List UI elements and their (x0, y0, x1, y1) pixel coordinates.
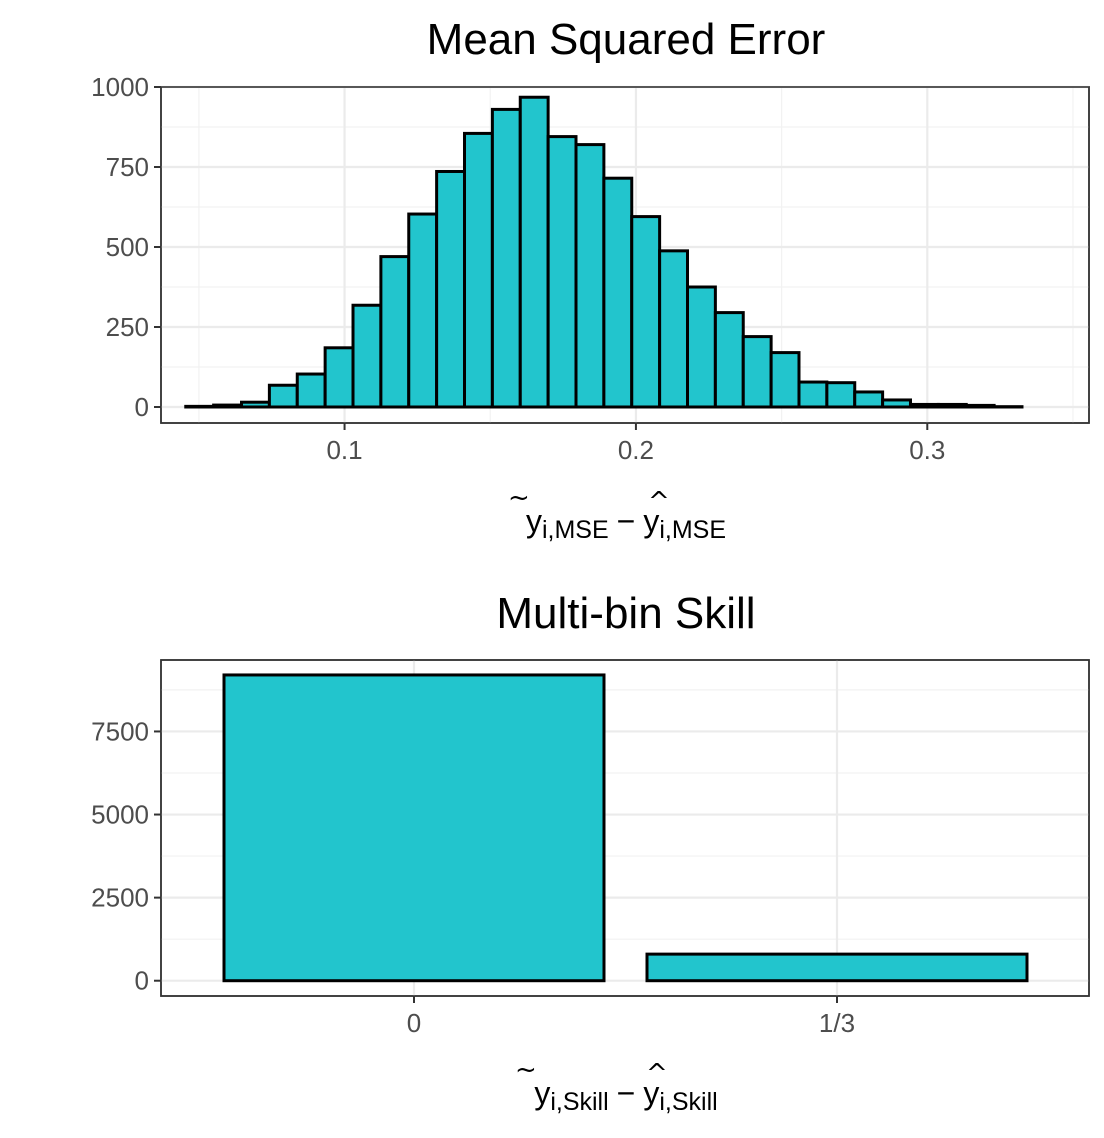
mse-bar (435, 169, 467, 409)
skill-plot-border (160, 659, 1090, 997)
y-tick-label: 2500 (91, 883, 149, 913)
mse-bar (490, 107, 522, 409)
mse-bar (685, 285, 717, 409)
x-tick-label: 0.1 (326, 435, 362, 465)
mse-bars (184, 95, 1024, 409)
skill-x-axis: 0 1/3 (407, 996, 855, 1038)
mse-bar (351, 303, 383, 409)
skill-xlabel-sub2: i,Skill (659, 1088, 717, 1116)
mse-bar (964, 403, 996, 409)
skill-chart-title: Multi-bin Skill (496, 589, 755, 638)
mse-bar (769, 351, 801, 409)
mse-xlabel-op: − (617, 503, 636, 539)
mse-bar (574, 143, 606, 409)
mse-y-axis: 0 250 500 750 1000 (91, 72, 161, 422)
mse-bar (379, 255, 411, 409)
svg-text:yi,MSE−yi,MSE: yi,MSE − yi,MSE (526, 503, 726, 544)
mse-bar (602, 176, 634, 409)
x-tick-label: 1/3 (819, 1008, 855, 1038)
mse-bar (825, 381, 857, 409)
skill-y-axis: 0 2500 5000 7500 (91, 716, 161, 996)
mse-bar (546, 135, 578, 409)
y-tick-label: 750 (106, 152, 149, 182)
y-tick-label: 500 (106, 232, 149, 262)
mse-x-axis: 0.1 0.2 0.3 (326, 423, 945, 465)
hat-accent: ^ (646, 1059, 668, 1089)
y-tick-label: 1000 (91, 72, 149, 102)
mse-bar (630, 215, 662, 409)
mse-bar (184, 404, 216, 409)
mse-bar (713, 311, 745, 409)
mse-bar (518, 95, 550, 409)
x-tick-label: 0.3 (909, 435, 945, 465)
tilde-accent: ~ (515, 1055, 537, 1085)
skill-xlabel-term2: y (643, 1075, 659, 1111)
mse-xlabel-term1: y (526, 503, 542, 539)
y-tick-label: 7500 (91, 716, 149, 746)
mse-bar (295, 372, 327, 409)
mse-bar (407, 212, 439, 409)
y-tick-label: 0 (135, 966, 149, 996)
mse-bar (936, 402, 968, 409)
mse-x-axis-label: yi,MSE − yi,MSE ~ ^ (508, 483, 726, 544)
mse-bar (323, 346, 355, 409)
skill-bar (222, 673, 606, 983)
skill-xlabel-term1: y (534, 1075, 550, 1111)
mse-bar (908, 402, 940, 409)
mse-bar (741, 335, 773, 409)
mse-bar (267, 383, 299, 409)
mse-bar (797, 380, 829, 409)
mse-bar (658, 249, 689, 409)
skill-xlabel-sub1: i,Skill (550, 1088, 608, 1116)
mse-bar (463, 131, 494, 409)
mse-xlabel-term2: y (643, 503, 659, 539)
mse-bar (853, 390, 885, 409)
mse-bar (881, 398, 912, 409)
y-tick-label: 0 (135, 392, 149, 422)
mse-bar (212, 403, 244, 409)
y-tick-label: 250 (106, 312, 149, 342)
mse-xlabel-sub2: i,MSE (659, 516, 726, 544)
skill-bars (222, 673, 1029, 983)
mse-bar (240, 400, 271, 409)
svg-text:yi,Skill−yi,Skill: yi,Skill − yi,Skill (534, 1075, 717, 1116)
mse-histogram-panel: Mean Squared Error 0 250 500 750 1000 0.1 0.2… (91, 15, 1090, 544)
skill-x-axis-label: yi,Skill − yi,Skill ~ ^ (515, 1055, 718, 1116)
skill-xlabel-op: − (617, 1075, 636, 1111)
tilde-accent: ~ (508, 483, 530, 513)
x-tick-label: 0.2 (618, 435, 654, 465)
mse-plot-border (160, 86, 1090, 424)
mse-xlabel-sub1: i,MSE (542, 516, 609, 544)
hat-accent: ^ (648, 487, 670, 517)
y-tick-label: 5000 (91, 800, 149, 830)
skill-bar (645, 952, 1029, 983)
mse-chart-title: Mean Squared Error (427, 15, 826, 64)
x-tick-label: 0 (407, 1008, 421, 1038)
